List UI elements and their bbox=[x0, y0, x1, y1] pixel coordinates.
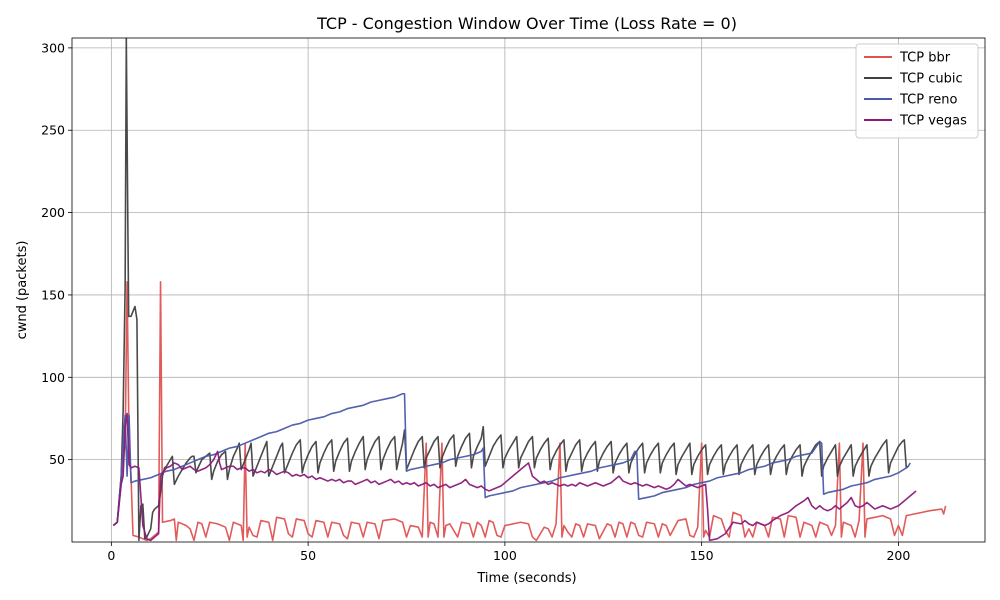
series-line-tcp-cubic bbox=[112, 38, 909, 542]
series-layer bbox=[112, 38, 947, 542]
legend-box bbox=[855, 43, 979, 139]
plot-area-frame bbox=[71, 37, 986, 543]
y-tick-label: 300 bbox=[41, 40, 65, 55]
series-line-tcp-reno bbox=[112, 392, 911, 527]
x-axis-label: Time (seconds) bbox=[476, 571, 576, 586]
series-line-tcp-vegas bbox=[112, 412, 917, 542]
grid-lines bbox=[72, 38, 985, 542]
y-tick-label: 100 bbox=[41, 370, 65, 385]
legend-entry: TCP cubic bbox=[899, 72, 963, 87]
x-tick-label: 100 bbox=[493, 548, 517, 563]
y-axis-label: cwnd (packets) bbox=[15, 241, 30, 340]
legend-entry: TCP bbr bbox=[899, 51, 951, 66]
legend: TCP bbr TCP cubic TCP reno TCP vegas bbox=[855, 43, 979, 139]
y-axis: 50 100 150 200 250 300 bbox=[41, 40, 72, 467]
y-tick-label: 50 bbox=[49, 452, 65, 467]
y-tick-label: 200 bbox=[41, 205, 65, 220]
y-tick-label: 250 bbox=[41, 123, 65, 138]
x-tick-label: 0 bbox=[107, 548, 115, 563]
x-tick-label: 200 bbox=[886, 548, 910, 563]
x-tick-label: 150 bbox=[690, 548, 714, 563]
y-tick-label: 150 bbox=[41, 287, 65, 302]
x-axis: 0 50 100 150 200 bbox=[107, 542, 910, 563]
legend-entry: TCP vegas bbox=[899, 114, 967, 129]
chart-title: TCP - Congestion Window Over Time (Loss … bbox=[316, 14, 737, 33]
legend-entry: TCP reno bbox=[899, 93, 958, 108]
series-line-tcp-bbr bbox=[112, 280, 947, 542]
x-tick-label: 50 bbox=[300, 548, 316, 563]
